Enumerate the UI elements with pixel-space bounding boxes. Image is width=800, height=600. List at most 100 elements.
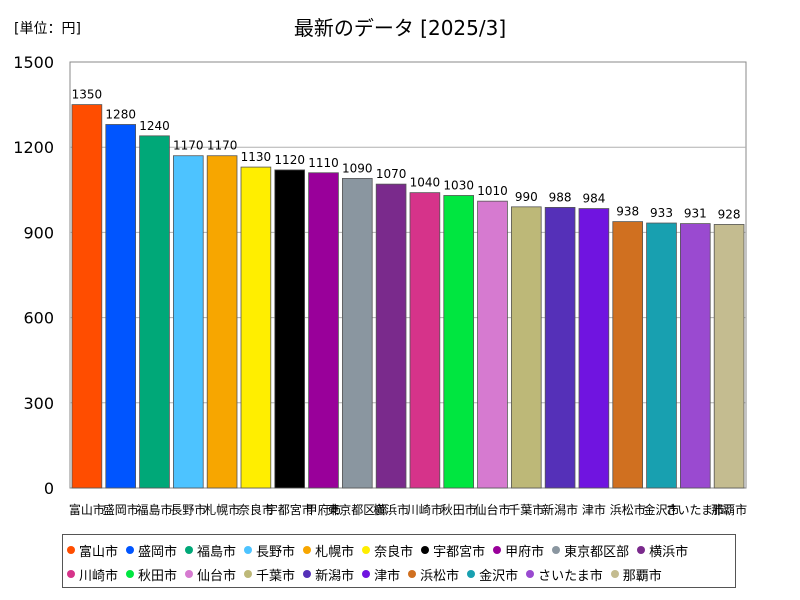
legend-label: 宇都宮市 [433, 544, 486, 560]
x-tick-label: 秋田市 [441, 502, 477, 517]
legend-marker [303, 570, 312, 578]
bar [409, 192, 441, 489]
legend-item: 川崎市 [67, 563, 118, 585]
plot-area [69, 61, 747, 489]
x-tick-label: 新潟市 [542, 502, 578, 517]
x-tick-label: 横浜市 [373, 502, 409, 517]
x-tick-label: 富山市 [69, 502, 105, 517]
legend-label: 札幌市 [315, 544, 355, 560]
x-tick-label: さいたま市 [665, 502, 725, 517]
legend-item: 横浜市 [637, 539, 688, 561]
bar-value-label: 990 [515, 190, 538, 204]
bar [71, 104, 103, 489]
legend-label: 東京都区部 [564, 544, 630, 560]
bar-value-label: 984 [582, 192, 605, 206]
legend-label: 川崎市 [79, 568, 119, 584]
legend-marker [637, 546, 646, 554]
legend-label: さいたま市 [538, 568, 603, 584]
legend-item: 秋田市 [126, 563, 177, 585]
legend-label: 富山市 [79, 544, 119, 560]
legend-label: 津市 [374, 568, 401, 584]
bar-value-label: 928 [718, 207, 741, 221]
bar-value-label: 1110 [308, 156, 339, 170]
x-tick-label: 福島市 [136, 502, 172, 517]
bar [510, 206, 542, 489]
bar-value-label: 1040 [410, 176, 441, 190]
x-tick-label: 宇都宮市 [266, 502, 314, 517]
bar-value-label: 1070 [376, 167, 407, 181]
legend-marker [244, 570, 253, 578]
x-tick-label: 津市 [582, 502, 606, 517]
legend-marker [185, 570, 194, 578]
bar-value-label: 1170 [207, 139, 238, 153]
x-tick-label: 長野市 [170, 502, 206, 517]
bar [646, 222, 677, 489]
y-tick-label: 1200 [13, 138, 54, 157]
bar [172, 155, 204, 489]
legend-label: 新潟市 [315, 568, 355, 584]
legend-item: 金沢市 [467, 563, 518, 585]
legend-label: 奈良市 [374, 544, 414, 560]
legend-label: 浜松市 [420, 568, 460, 584]
legend-item: 新潟市 [303, 563, 354, 585]
legend-marker [185, 546, 194, 554]
bar [139, 135, 170, 489]
bar-value-label: 1090 [342, 161, 373, 175]
y-tick-label: 900 [23, 223, 54, 242]
legend-marker [362, 570, 371, 578]
bar [477, 200, 508, 489]
y-tick-label: 0 [44, 479, 54, 498]
legend-marker [67, 546, 75, 554]
legend-marker [126, 570, 135, 578]
legend-item: 福島市 [185, 539, 236, 561]
legend-item: 長野市 [244, 539, 295, 561]
x-tick-label: 川崎市 [407, 502, 443, 517]
bar-value-label: 1280 [105, 107, 136, 121]
bar-value-label: 1240 [139, 119, 170, 133]
bar [308, 172, 339, 489]
bar [612, 221, 643, 489]
legend-marker [408, 570, 417, 578]
legend-item: 浜松市 [408, 563, 459, 585]
y-tick-label: 1500 [13, 53, 54, 72]
legend-item: 盛岡市 [126, 539, 177, 561]
bar [680, 223, 711, 489]
bar-value-label: 988 [549, 190, 572, 204]
bar-value-label: 1170 [173, 139, 204, 153]
x-tick-label: 仙台市 [474, 502, 510, 517]
legend-item: 津市 [362, 563, 400, 585]
legend-item: 仙台市 [185, 563, 236, 585]
legend-marker [467, 570, 476, 578]
y-tick-label: 300 [23, 394, 54, 413]
legend-marker [362, 546, 371, 554]
x-tick-label: 那覇市 [711, 502, 747, 517]
legend-label: 那覇市 [622, 568, 662, 584]
legend-item: 富山市 [67, 539, 118, 561]
bar-value-label: 1030 [443, 178, 474, 192]
bar [443, 195, 474, 489]
legend-marker [244, 546, 253, 554]
x-tick-label: 千葉市 [508, 502, 544, 517]
x-tick-label: 札幌市 [204, 502, 240, 517]
bar [713, 224, 745, 489]
bar-value-label: 1350 [72, 88, 103, 102]
legend-item: 那覇市 [610, 563, 662, 585]
bar-value-label: 1010 [477, 184, 508, 198]
x-tick-label: 金沢市 [643, 502, 679, 517]
legend-marker [493, 546, 502, 554]
chart-title: 最新のデータ [2025/3] [293, 16, 507, 40]
bar-value-label: 933 [650, 206, 673, 220]
legend-label: 秋田市 [138, 568, 178, 584]
x-tick-label: 浜松市 [610, 502, 646, 517]
legend-label: 千葉市 [256, 568, 296, 584]
bar-value-label: 938 [616, 205, 639, 219]
legend-item: 甲府市 [493, 539, 544, 561]
legend-label: 金沢市 [479, 568, 519, 584]
bar-value-label: 1130 [241, 150, 272, 164]
legend-item: 奈良市 [362, 539, 413, 561]
legend-label: 横浜市 [649, 544, 689, 560]
legend-marker [67, 570, 75, 578]
legend-item: さいたま市 [526, 563, 603, 585]
legend: 富山市 盛岡市 福島市 長野市 札幌市 奈良市 宇都宮市 甲府市 東京都区部 横浜市川崎市 秋田市 仙… [62, 534, 736, 588]
